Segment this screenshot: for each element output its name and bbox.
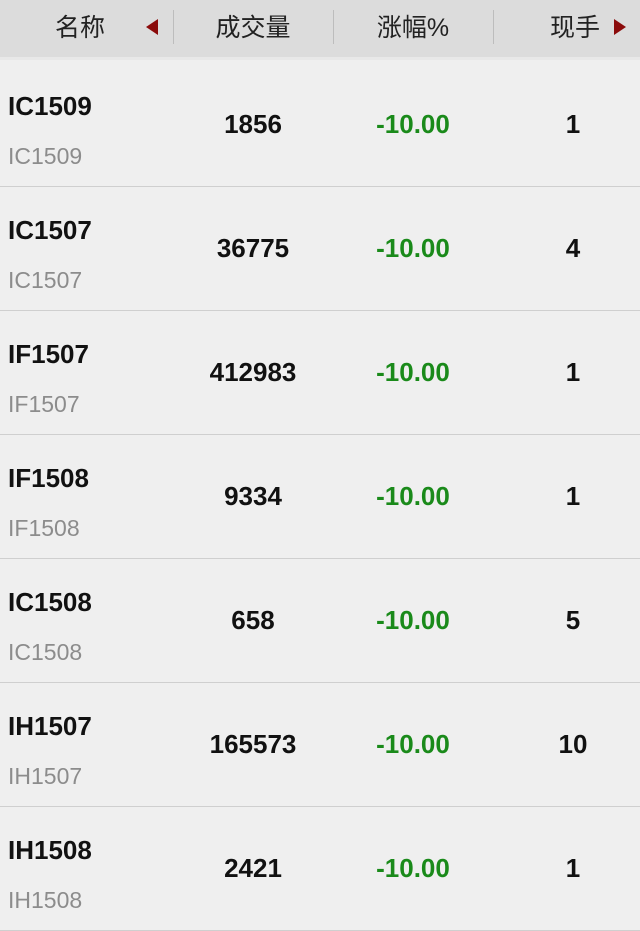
table-row[interactable]: IH1508 IH1508 2421 -10.00 1 bbox=[0, 807, 640, 931]
contract-code: IC1509 bbox=[8, 143, 83, 169]
contract-name: IC1509 bbox=[8, 91, 92, 121]
change-cell: -10.00 bbox=[376, 233, 450, 263]
volume-cell: 1856 bbox=[224, 109, 282, 139]
divider bbox=[173, 10, 174, 44]
contract-code: IF1508 bbox=[8, 515, 80, 541]
contract-name: IC1508 bbox=[8, 587, 92, 617]
quote-list: IC1509 IC1509 1856 -10.00 1 IC1507 IC1507 36775… bbox=[0, 63, 640, 931]
table-header: 名称 成交量 涨幅% 现手 bbox=[0, 0, 640, 60]
hand-cell: 1 bbox=[565, 357, 581, 387]
change-cell: -10.00 bbox=[376, 605, 450, 635]
hand-cell: 1 bbox=[565, 109, 581, 139]
volume-cell: 658 bbox=[231, 605, 275, 635]
divider bbox=[333, 10, 334, 44]
volume-cell: 9334 bbox=[224, 481, 282, 511]
contract-name: IF1508 bbox=[8, 463, 89, 493]
column-header-name[interactable]: 名称 bbox=[54, 14, 105, 42]
table-row[interactable]: IF1507 IF1507 412983 -10.00 1 bbox=[0, 311, 640, 435]
contract-name: IH1508 bbox=[8, 835, 92, 865]
change-cell: -10.00 bbox=[376, 853, 450, 883]
contract-code: IC1507 bbox=[8, 267, 83, 293]
column-header-change[interactable]: 涨幅% bbox=[376, 14, 450, 42]
contract-name: IH1507 bbox=[8, 711, 92, 741]
volume-cell: 165573 bbox=[209, 729, 297, 759]
table-row[interactable]: IC1509 IC1509 1856 -10.00 1 bbox=[0, 63, 640, 187]
contract-code: IH1507 bbox=[8, 763, 83, 789]
table-row[interactable]: IC1507 IC1507 36775 -10.00 4 bbox=[0, 187, 640, 311]
contract-code: IF1507 bbox=[8, 391, 80, 417]
volume-cell: 412983 bbox=[209, 357, 297, 387]
table-row[interactable]: IH1507 IH1507 165573 -10.00 10 bbox=[0, 683, 640, 807]
change-cell: -10.00 bbox=[376, 357, 450, 387]
scroll-left-icon[interactable] bbox=[146, 19, 158, 35]
change-cell: -10.00 bbox=[376, 481, 450, 511]
scroll-right-icon[interactable] bbox=[614, 19, 626, 35]
change-cell: -10.00 bbox=[376, 729, 450, 759]
contract-name: IC1507 bbox=[8, 215, 92, 245]
volume-cell: 36775 bbox=[216, 233, 290, 263]
contract-code: IH1508 bbox=[8, 887, 83, 913]
hand-cell: 5 bbox=[565, 605, 581, 635]
column-header-volume[interactable]: 成交量 bbox=[215, 14, 291, 42]
hand-cell: 4 bbox=[565, 233, 581, 263]
contract-code: IC1508 bbox=[8, 639, 83, 665]
hand-cell: 10 bbox=[558, 729, 588, 759]
hand-cell: 1 bbox=[565, 481, 581, 511]
table-row[interactable]: IF1508 IF1508 9334 -10.00 1 bbox=[0, 435, 640, 559]
divider bbox=[493, 10, 494, 44]
change-cell: -10.00 bbox=[376, 109, 450, 139]
contract-name: IF1507 bbox=[8, 339, 89, 369]
volume-cell: 2421 bbox=[224, 853, 282, 883]
table-row[interactable]: IC1508 IC1508 658 -10.00 5 bbox=[0, 559, 640, 683]
column-header-hand[interactable]: 现手 bbox=[549, 14, 600, 42]
hand-cell: 1 bbox=[565, 853, 581, 883]
